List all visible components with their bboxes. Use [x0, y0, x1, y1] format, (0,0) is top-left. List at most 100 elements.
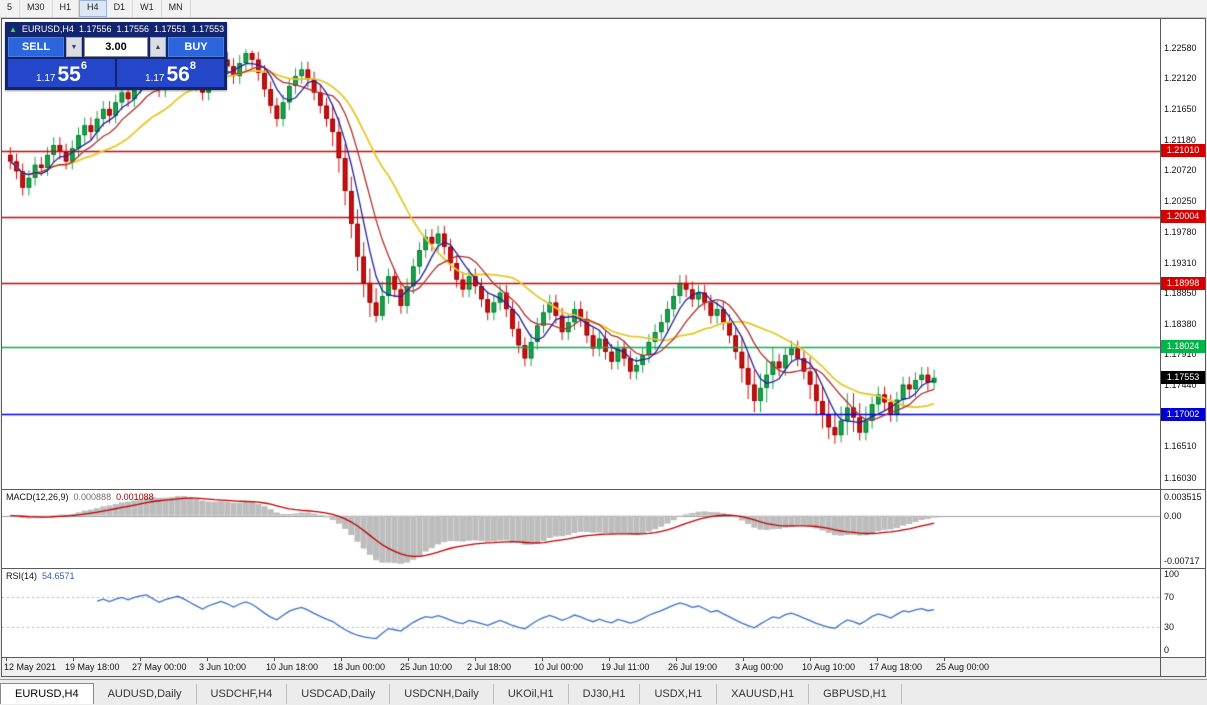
time-tick-label: 27 May 00:00	[132, 662, 187, 672]
price-tick-label: 1.20720	[1164, 164, 1197, 175]
axis-corner	[1160, 658, 1205, 676]
price-tick-label: 1.16030	[1164, 472, 1197, 483]
timeframe-button-W1[interactable]: W1	[133, 0, 162, 17]
buy-price-prefix: 1.17	[145, 73, 165, 84]
timeframe-button-MN[interactable]: MN	[162, 0, 191, 17]
macd-label: MACD(12,26,9) 0.000888 0.001088	[6, 492, 154, 502]
macd-tick-label: 0.00	[1164, 510, 1182, 521]
buy-price-display[interactable]: 1.17 56 8	[117, 59, 224, 87]
sell-price-pip: 6	[80, 60, 87, 72]
time-tick-label: 18 Jun 00:00	[333, 662, 386, 672]
time-tick-mark	[676, 658, 677, 661]
symbol-label: EURUSD,H4	[21, 24, 74, 34]
macd-tick-label: 0.003515	[1164, 492, 1202, 502]
chart-tab-AUDUSD-Daily[interactable]: AUDUSD,Daily	[94, 684, 197, 704]
price-tick-label: 1.17440	[1164, 380, 1197, 391]
rsi-tick-label: 30	[1164, 622, 1175, 633]
rsi-tick-label: 0	[1164, 645, 1170, 655]
time-tick-label: 2 Jul 18:00	[467, 662, 512, 672]
price-level-badge: 1.18024	[1161, 340, 1205, 354]
buy-button[interactable]: BUY	[168, 37, 224, 57]
sell-price-prefix: 1.17	[36, 73, 56, 84]
time-tick-mark	[475, 658, 476, 661]
price-tick-label: 1.21180	[1164, 134, 1196, 145]
one-click-trading-panel: ▲ EURUSD,H4 1.17556 1.17556 1.17551 1.17…	[5, 22, 227, 90]
price-tick-label: 1.22120	[1164, 73, 1197, 84]
time-tick-mark	[944, 658, 945, 661]
chart-tab-USDX-H1[interactable]: USDX,H1	[640, 684, 718, 704]
macd-plot-area: MACD(12,26,9) 0.000888 0.001088	[2, 490, 1160, 568]
chevron-up-icon: ▲	[154, 43, 162, 51]
time-axis-panel: 12 May 2021 19 May 18:00 27 May 00:00 3 Jun…	[2, 657, 1205, 676]
sell-price-display[interactable]: 1.17 55 6	[8, 59, 115, 87]
time-tick-mark	[341, 658, 342, 661]
timeframe-button-5[interactable]: 5	[0, 0, 21, 17]
chart-tabs-bar: EURUSD,H4 AUDUSD,Daily USDCHF,H4 USDCAD,Dai…	[0, 679, 1207, 704]
chart-tab-DJ30-H1[interactable]: DJ30,H1	[569, 684, 641, 704]
time-tick-label: 25 Jun 10:00	[400, 662, 453, 672]
time-axis[interactable]: 12 May 2021 19 May 18:00 27 May 00:00 3 Jun…	[2, 658, 1160, 676]
macd-tick-label: -0.00717	[1164, 556, 1200, 566]
volume-decrease-button[interactable]: ▼	[66, 37, 82, 57]
price-tick-label: 1.22580	[1164, 42, 1197, 53]
price-tick-label: 1.19310	[1164, 257, 1197, 268]
time-tick-mark	[810, 658, 811, 661]
low-value: 1.17551	[154, 24, 187, 34]
macd-indicator-canvas[interactable]	[2, 490, 1160, 568]
price-up-icon: ▲	[9, 24, 17, 34]
timeframe-button-H4[interactable]: H4	[79, 0, 107, 17]
high-value: 1.17556	[116, 24, 150, 34]
time-tick-mark	[207, 658, 208, 661]
timeframe-button-D1[interactable]: D1	[107, 0, 134, 17]
time-tick-mark	[6, 658, 7, 661]
timeframe-button-H1[interactable]: H1	[53, 0, 80, 17]
time-tick-label: 10 Aug 10:00	[802, 662, 856, 672]
price-tick-label: 1.17910	[1164, 349, 1197, 360]
macd-axis[interactable]: 0.003515 0.00 -0.00717	[1160, 490, 1205, 568]
time-tick-mark	[73, 658, 74, 661]
timeframe-button-M30[interactable]: M30	[20, 0, 53, 17]
buy-price-pip: 8	[189, 60, 196, 72]
sell-price-big: 55	[57, 63, 81, 86]
time-tick-label: 10 Jul 00:00	[534, 662, 584, 672]
quote-row: 1.17 55 6 1.17 56 8	[5, 59, 227, 87]
price-tick-label: 1.18850	[1164, 287, 1197, 298]
chart-tab-EURUSD-H4[interactable]: EURUSD,H4	[0, 683, 94, 704]
chart-tab-XAUUSD-H1[interactable]: XAUUSD,H1	[717, 684, 810, 704]
time-tick-mark	[743, 658, 744, 661]
volume-input[interactable]	[84, 37, 148, 57]
macd-indicator-panel: MACD(12,26,9) 0.000888 0.001088 0.003515 0.…	[2, 489, 1205, 568]
rsi-indicator-panel: RSI(14) 54.6571 100 70 30 0	[2, 568, 1205, 657]
chart-tab-UKOil-H1[interactable]: UKOil,H1	[494, 684, 569, 704]
chart-tab-GBPUSD-H1[interactable]: GBPUSD,H1	[809, 684, 902, 704]
rsi-tick-label: 100	[1164, 569, 1180, 579]
price-axis[interactable]: 1.22580 1.22120 1.21650 1.21180 1.20720 1.202…	[1160, 19, 1205, 489]
time-tick-label: 10 Jun 18:00	[266, 662, 319, 672]
chart-tab-USDCAD-Daily[interactable]: USDCAD,Daily	[287, 684, 391, 704]
time-tick-label: 3 Jun 10:00	[199, 662, 247, 672]
chevron-down-icon: ▼	[70, 43, 78, 51]
timeframe-toolbar: 5 M30 H1 H4 D1 W1 MN	[0, 0, 1207, 18]
rsi-label: RSI(14) 54.6571	[6, 571, 75, 581]
time-tick-label: 26 Jul 19:00	[668, 662, 718, 672]
close-value: 1.17553	[191, 24, 225, 34]
chart-tab-USDCHF-H4[interactable]: USDCHF,H4	[197, 684, 288, 704]
time-tick-mark	[274, 658, 275, 661]
price-level-badge: 1.17002	[1161, 407, 1205, 421]
volume-increase-button[interactable]: ▲	[150, 37, 166, 57]
price-chart-canvas[interactable]	[2, 19, 1160, 489]
time-tick-label: 17 Aug 18:00	[869, 662, 923, 672]
price-level-badge: 1.17553	[1161, 371, 1205, 385]
time-tick-mark	[408, 658, 409, 661]
chart-ohlc-info: ▲ EURUSD,H4 1.17556 1.17556 1.17551 1.17…	[5, 22, 227, 35]
rsi-indicator-canvas[interactable]	[2, 569, 1160, 657]
rsi-tick-label: 70	[1164, 591, 1175, 602]
chart-tab-USDCNH-Daily[interactable]: USDCNH,Daily	[390, 684, 494, 704]
price-tick-label: 1.18380	[1164, 318, 1197, 329]
time-tick-mark	[140, 658, 141, 661]
rsi-axis[interactable]: 100 70 30 0	[1160, 569, 1205, 657]
sell-button[interactable]: SELL	[8, 37, 64, 57]
price-level-badge: 1.18998	[1161, 276, 1205, 290]
price-tick-label: 1.19780	[1164, 226, 1197, 237]
